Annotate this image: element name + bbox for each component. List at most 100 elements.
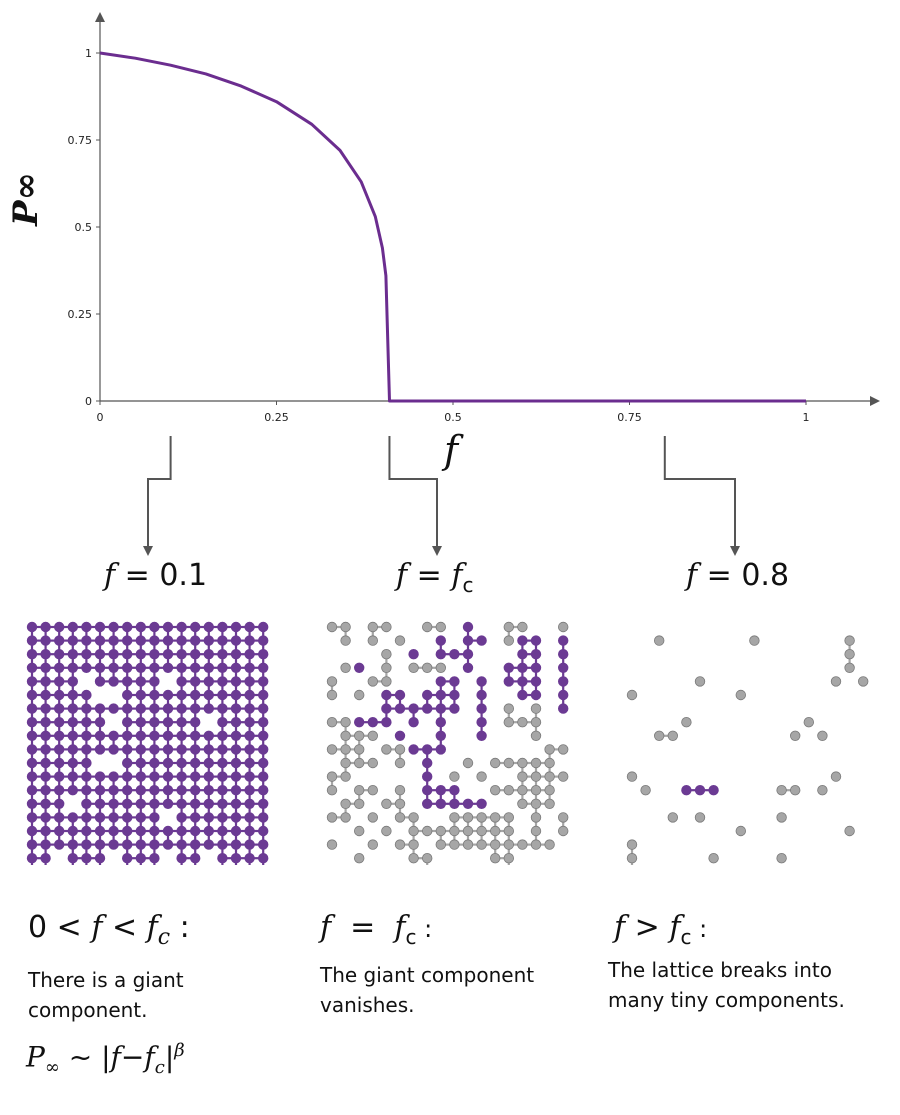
small-node bbox=[462, 757, 474, 769]
giant-node bbox=[530, 676, 542, 687]
giant-node bbox=[230, 716, 242, 728]
small-node bbox=[503, 635, 515, 646]
giant-node bbox=[149, 649, 160, 660]
small-node bbox=[694, 812, 706, 823]
small-node bbox=[530, 812, 542, 823]
small-node bbox=[857, 676, 869, 687]
giant-node bbox=[176, 812, 187, 823]
giant-node bbox=[40, 730, 51, 742]
small-node bbox=[489, 784, 501, 796]
giant-node bbox=[40, 635, 51, 646]
giant-node bbox=[189, 852, 201, 864]
small-node bbox=[817, 784, 828, 796]
small-node bbox=[354, 757, 365, 769]
small-node bbox=[381, 649, 392, 660]
small-node bbox=[557, 621, 569, 633]
giant-node bbox=[217, 757, 228, 769]
giant-node bbox=[257, 744, 269, 755]
giant-node bbox=[94, 798, 106, 810]
giant-node bbox=[203, 839, 215, 850]
giant-node bbox=[81, 649, 92, 660]
giant-node bbox=[162, 757, 174, 769]
small-node bbox=[435, 662, 447, 674]
small-node bbox=[503, 716, 515, 728]
giant-node bbox=[108, 784, 119, 796]
giant-node bbox=[189, 716, 201, 728]
small-node bbox=[394, 635, 406, 646]
giant-node bbox=[149, 676, 160, 687]
giant-node bbox=[26, 757, 38, 769]
giant-node bbox=[244, 744, 255, 755]
giant-node bbox=[557, 689, 569, 701]
giant-node bbox=[81, 744, 92, 755]
giant-node bbox=[189, 703, 201, 714]
y-axis-arrowhead bbox=[95, 12, 105, 22]
small-node bbox=[394, 839, 406, 850]
giant-node bbox=[381, 716, 392, 728]
small-node bbox=[776, 812, 787, 823]
giant-node bbox=[67, 621, 79, 633]
giant-node bbox=[503, 662, 515, 674]
giant-node bbox=[517, 662, 528, 674]
giant-node bbox=[257, 771, 269, 782]
giant-node bbox=[67, 676, 79, 687]
giant-node bbox=[176, 649, 187, 660]
y-tick-label: 0.75 bbox=[68, 134, 93, 147]
small-node bbox=[449, 812, 460, 823]
small-node bbox=[517, 716, 528, 728]
small-node bbox=[381, 676, 392, 687]
giant-node bbox=[149, 798, 160, 810]
giant-node bbox=[40, 757, 51, 769]
giant-node bbox=[81, 784, 92, 796]
giant-node bbox=[189, 798, 201, 810]
giant-node bbox=[67, 825, 79, 837]
giant-node bbox=[94, 812, 106, 823]
giant-node bbox=[203, 635, 215, 646]
small-node bbox=[462, 825, 474, 837]
giant-node bbox=[67, 662, 79, 674]
giant-node bbox=[230, 798, 242, 810]
small-node bbox=[340, 757, 351, 769]
giant-node bbox=[26, 784, 38, 796]
giant-node bbox=[94, 716, 106, 728]
giant-node bbox=[203, 621, 215, 633]
small-node bbox=[462, 812, 474, 823]
giant-node bbox=[189, 825, 201, 837]
giant-node bbox=[176, 784, 187, 796]
giant-node bbox=[244, 784, 255, 796]
small-node bbox=[435, 621, 447, 633]
small-node bbox=[326, 771, 338, 782]
giant-node bbox=[108, 730, 119, 742]
giant-node bbox=[244, 757, 255, 769]
giant-node bbox=[54, 757, 65, 769]
giant-node bbox=[94, 784, 106, 796]
giant-node bbox=[230, 757, 242, 769]
giant-node bbox=[257, 635, 269, 646]
chart-ticks: 0 0.25 0.5 0.75 1 0 0.25 0.5 0.75 1 bbox=[68, 47, 810, 424]
giant-node bbox=[189, 757, 201, 769]
giant-node bbox=[135, 839, 147, 850]
giant-node bbox=[81, 730, 92, 742]
giant-node bbox=[135, 649, 147, 660]
giant-node bbox=[149, 621, 160, 633]
giant-node bbox=[421, 703, 433, 714]
small-node bbox=[476, 771, 487, 782]
x-axis-label: f bbox=[444, 428, 459, 472]
small-node bbox=[326, 839, 338, 850]
small-node bbox=[340, 812, 351, 823]
small-node bbox=[367, 839, 379, 850]
x-tick-label: 0.25 bbox=[264, 411, 289, 424]
giant-node bbox=[354, 662, 365, 674]
giant-node bbox=[121, 771, 133, 782]
giant-node bbox=[189, 839, 201, 850]
giant-node bbox=[149, 757, 160, 769]
giant-node bbox=[108, 676, 119, 687]
giant-node bbox=[557, 635, 569, 646]
description-critical: The giant component vanishes. bbox=[320, 963, 535, 1017]
giant-node bbox=[257, 662, 269, 674]
small-node bbox=[530, 716, 542, 728]
small-node bbox=[530, 839, 542, 850]
giant-node bbox=[217, 852, 228, 864]
small-node bbox=[735, 689, 747, 701]
lattice-below-threshold bbox=[26, 621, 269, 865]
